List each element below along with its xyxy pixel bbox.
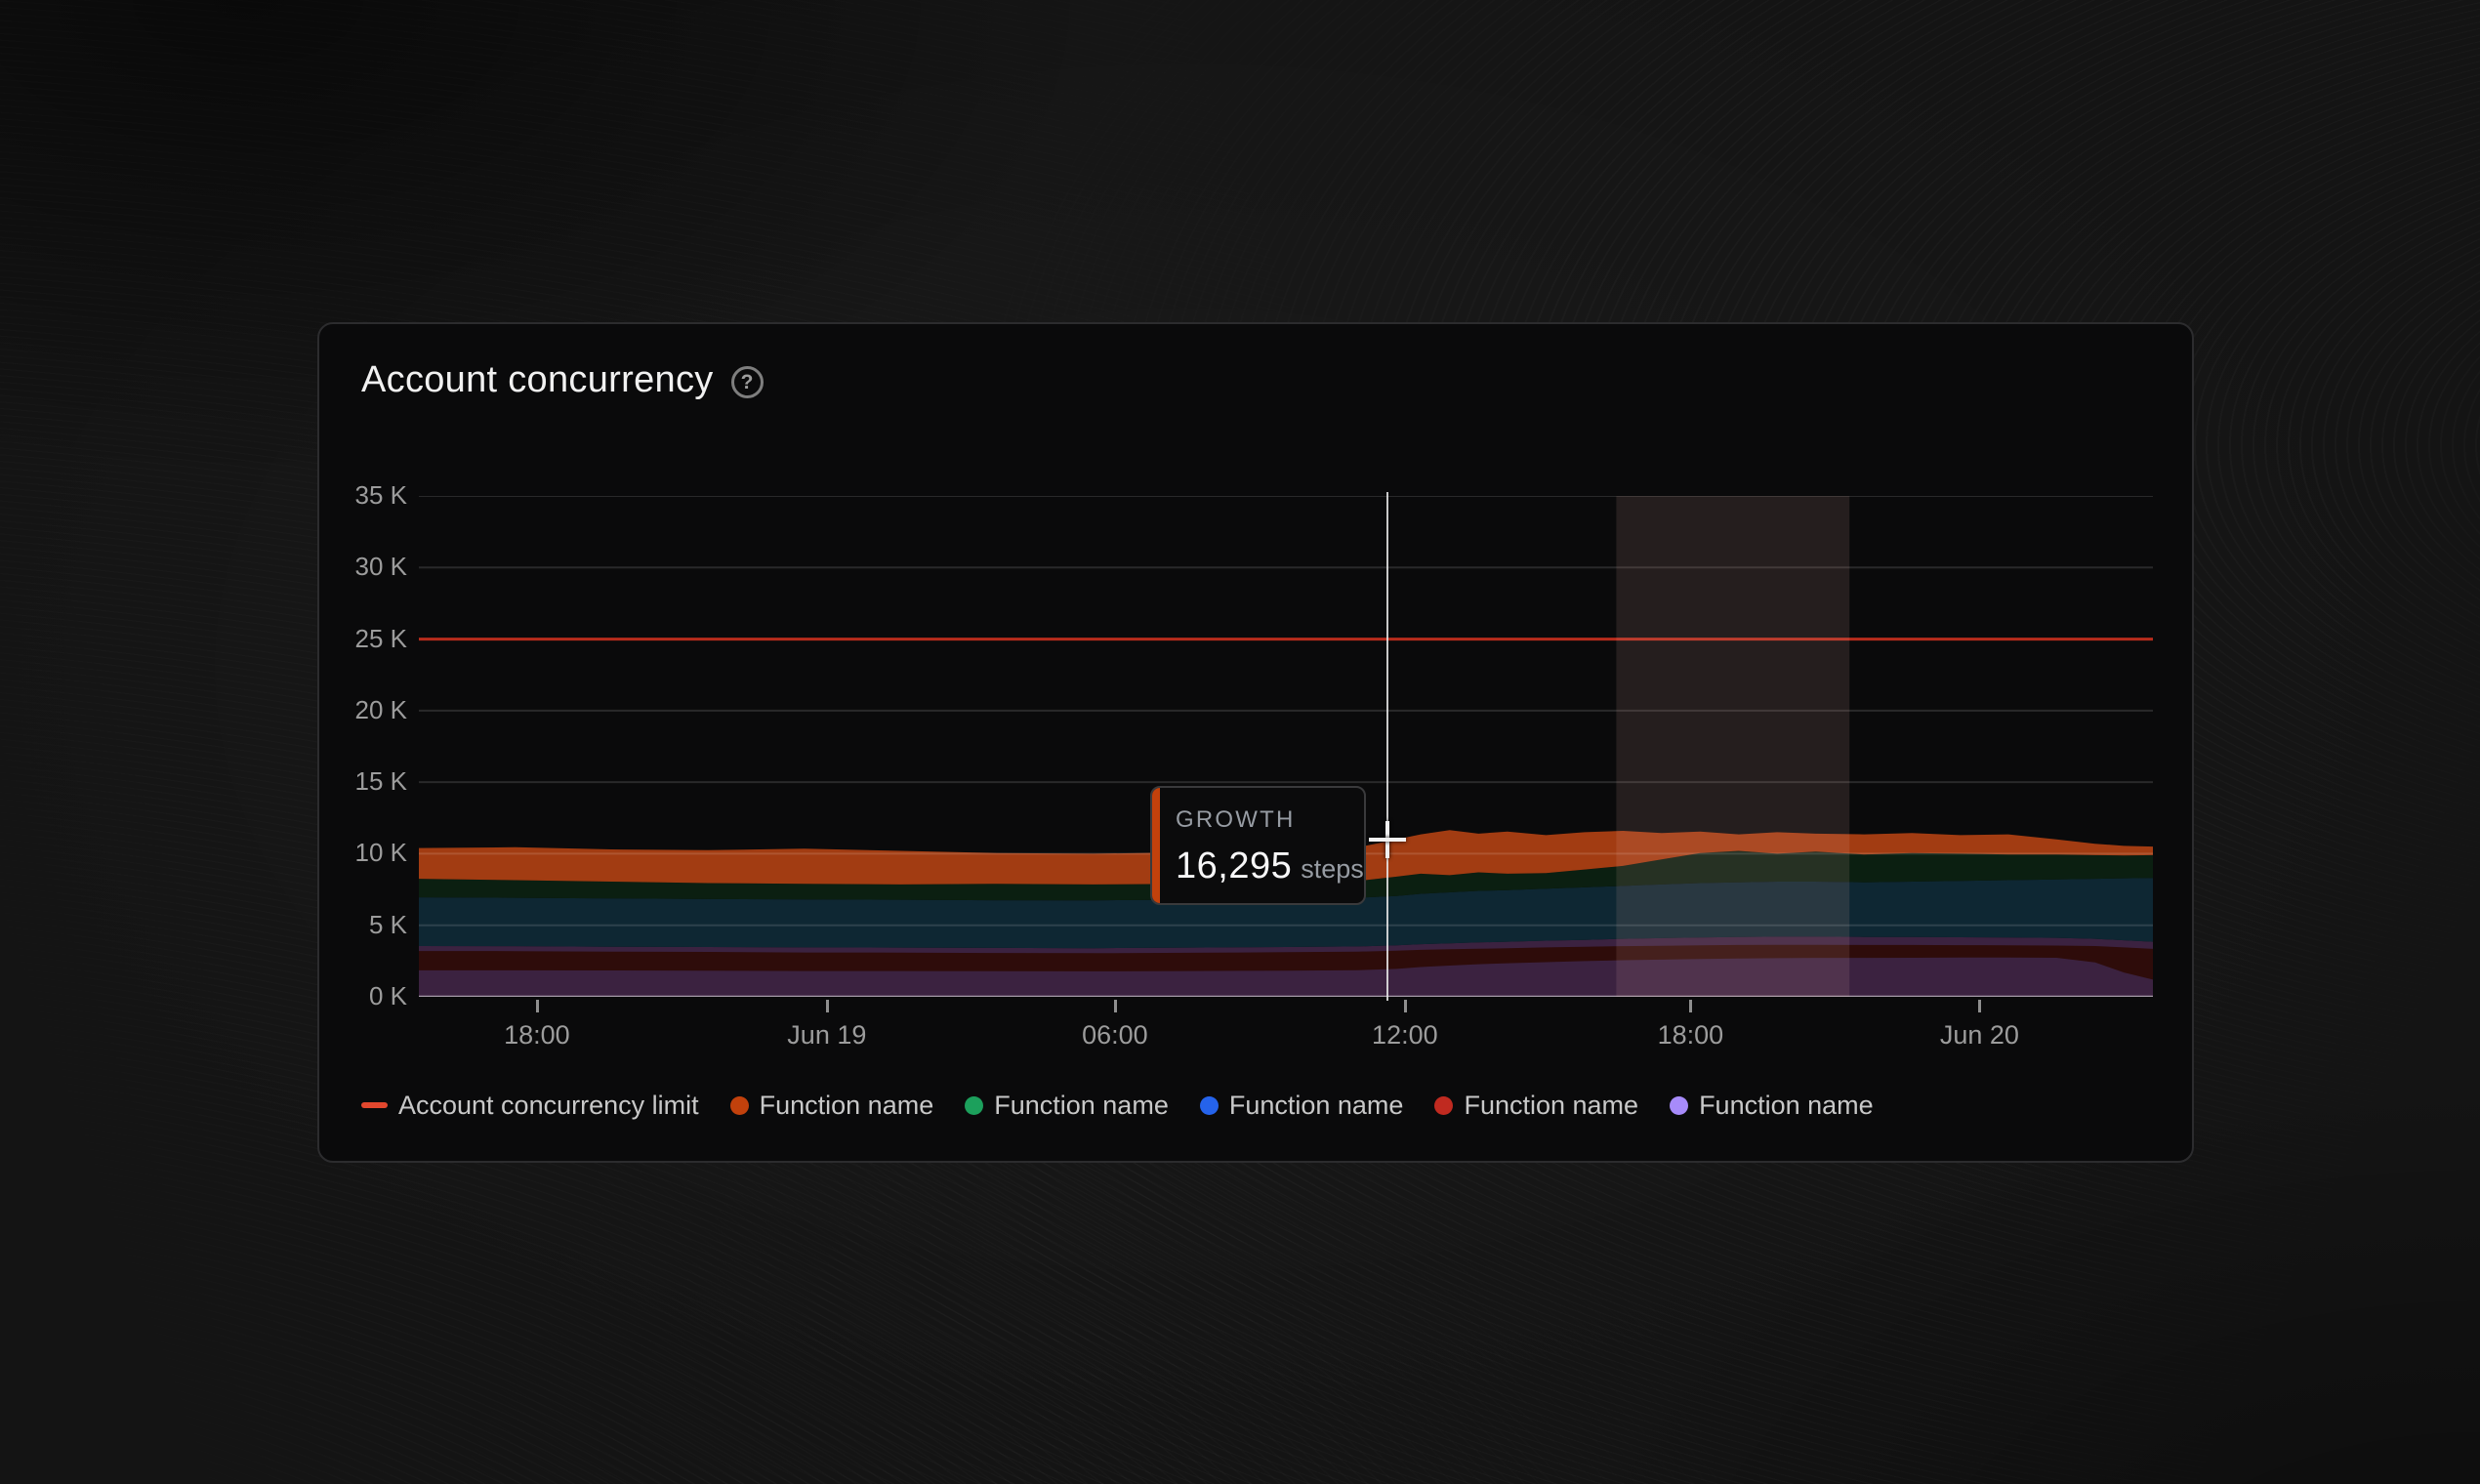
chart-legend: Account concurrency limit Function name Fu… [361,1089,1874,1122]
x-tick-mark [1403,1000,1407,1012]
y-tick-label: 20 K [354,694,408,724]
x-tick-label: 18:00 [1657,1020,1724,1050]
legend-item-label: Function name [759,1090,934,1120]
x-tick-mark [535,1000,539,1012]
tooltip-value-row: 16,295 steps [1176,845,1364,887]
y-tick-label: 35 K [354,480,408,510]
tooltip-accent-bar [1152,788,1160,903]
stacked-area-chart [419,496,2153,997]
legend-item-label: Function name [994,1090,1169,1120]
x-tick-mark [1978,1000,1982,1012]
legend-item-2[interactable]: Function name [965,1091,1169,1121]
legend-dot-icon [729,1095,749,1115]
tooltip-series-label: GROWTH [1176,806,1296,833]
legend-dot-icon [1199,1095,1219,1115]
area-series-maroon [419,944,2153,980]
y-tick-label: 25 K [354,623,408,653]
y-axis: 35 K 30 K 25 K 20 K 15 K 10 K 5 K 0 K [319,480,408,1010]
legend-dot-icon [1434,1095,1454,1115]
y-tick-label: 15 K [354,766,408,797]
legend-item-3[interactable]: Function name [1199,1090,1404,1121]
x-tick-mark [1689,1000,1693,1012]
tooltip-value: 16,295 [1176,845,1293,886]
x-tick-label: Jun 19 [787,1020,867,1050]
legend-item-5[interactable]: Function name [1670,1091,1874,1121]
legend-item-1[interactable]: Function name [729,1090,934,1121]
y-tick-label: 0 K [368,981,407,1010]
y-tick-label: 5 K [368,909,407,939]
legend-dash-icon [361,1102,388,1108]
crosshair-cursor-icon [1368,820,1406,858]
x-tick-label: 06:00 [1082,1020,1148,1050]
card-header: Account concurrency ? [361,359,764,401]
chart-plot-area[interactable] [419,492,2153,1001]
y-tick-label: 30 K [354,552,408,582]
x-tick-label: 18:00 [504,1020,570,1050]
legend-dot-icon [965,1095,984,1115]
highlight-band [1616,496,1850,997]
legend-item-label: Account concurrency limit [398,1090,699,1120]
card-title: Account concurrency [361,359,714,400]
legend-item-0[interactable]: Account concurrency limit [361,1091,699,1121]
legend-item-4[interactable]: Function name [1434,1091,1638,1121]
account-concurrency-card: Account concurrency ? 35 K 30 K 25 K 20 K 15… [317,322,2194,1163]
x-axis: 18:00 Jun 19 06:00 12:00 18:00 Jun 20 [419,997,2153,1065]
area-series-blue [419,878,2153,949]
x-tick-label: 12:00 [1372,1020,1438,1050]
help-icon[interactable]: ? [730,366,764,398]
legend-item-label: Function name [1464,1090,1639,1120]
chart-tooltip: GROWTH 16,295 steps [1150,786,1366,905]
x-tick-mark [1113,1000,1117,1012]
x-tick-label: Jun 20 [1939,1020,2019,1050]
area-series-green [419,850,2153,901]
x-tick-mark [825,1000,829,1012]
legend-item-label: Function name [1228,1090,1404,1120]
crosshair-line [1385,492,1388,1001]
legend-item-label: Function name [1699,1090,1874,1120]
legend-dot-icon [1670,1095,1689,1115]
y-tick-label: 10 K [354,838,408,868]
tooltip-unit: steps [1301,854,1364,884]
help-glyph: ? [740,370,754,393]
